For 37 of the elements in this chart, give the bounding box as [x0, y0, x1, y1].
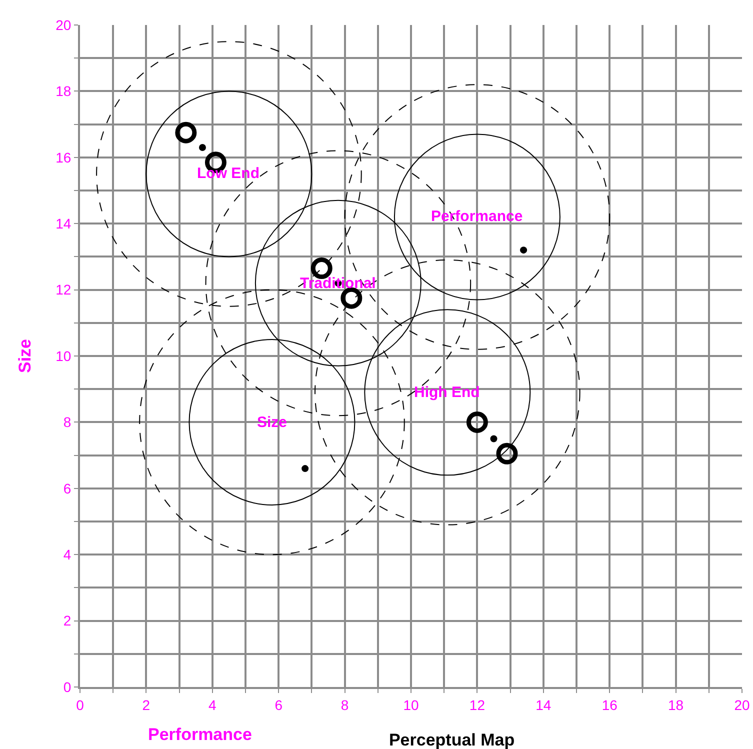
point	[496, 442, 518, 464]
point	[340, 287, 362, 309]
x-tick-label: 18	[668, 696, 684, 713]
point	[175, 122, 197, 144]
x-tick-label: 6	[274, 696, 283, 713]
y-tick-label: 10	[56, 348, 72, 364]
point	[302, 465, 309, 472]
x-tick-label: 20	[734, 696, 750, 713]
y-tick-label: 12	[56, 282, 72, 298]
annotation: Size	[257, 414, 288, 431]
annotation: Low End	[197, 165, 260, 182]
y-tick-label: 6	[63, 480, 72, 496]
y-tick-label: 20	[56, 16, 72, 33]
x-tick-label: 4	[208, 696, 216, 713]
y-axis-title: Size	[16, 338, 35, 374]
x-tick-label: 16	[602, 696, 618, 713]
x-tick-label: 10	[403, 696, 419, 713]
point	[198, 144, 206, 151]
x-axis-title: Performance	[148, 725, 252, 744]
x-tick-label: 8	[340, 696, 349, 713]
point	[490, 435, 498, 442]
y-tick-label: 2	[63, 612, 72, 629]
text: Perceptual Map	[388, 730, 515, 749]
y-tick-label: 18	[56, 83, 72, 100]
y-tick-label: 16	[56, 149, 72, 166]
x-tick-label: 2	[142, 696, 150, 713]
x-tick-label: 14	[536, 696, 552, 713]
annotation: Performance	[431, 208, 523, 225]
point	[466, 411, 488, 433]
y-tick-label: 4	[63, 546, 72, 562]
x-tick-label: 0	[76, 696, 84, 713]
annotation: High End	[414, 384, 480, 401]
y-tick-label: 0	[63, 678, 72, 695]
point	[520, 246, 528, 254]
x-tick-label: 12	[469, 696, 486, 713]
y-tick-label: 14	[56, 216, 72, 232]
y-tick-label: 8	[63, 414, 72, 430]
